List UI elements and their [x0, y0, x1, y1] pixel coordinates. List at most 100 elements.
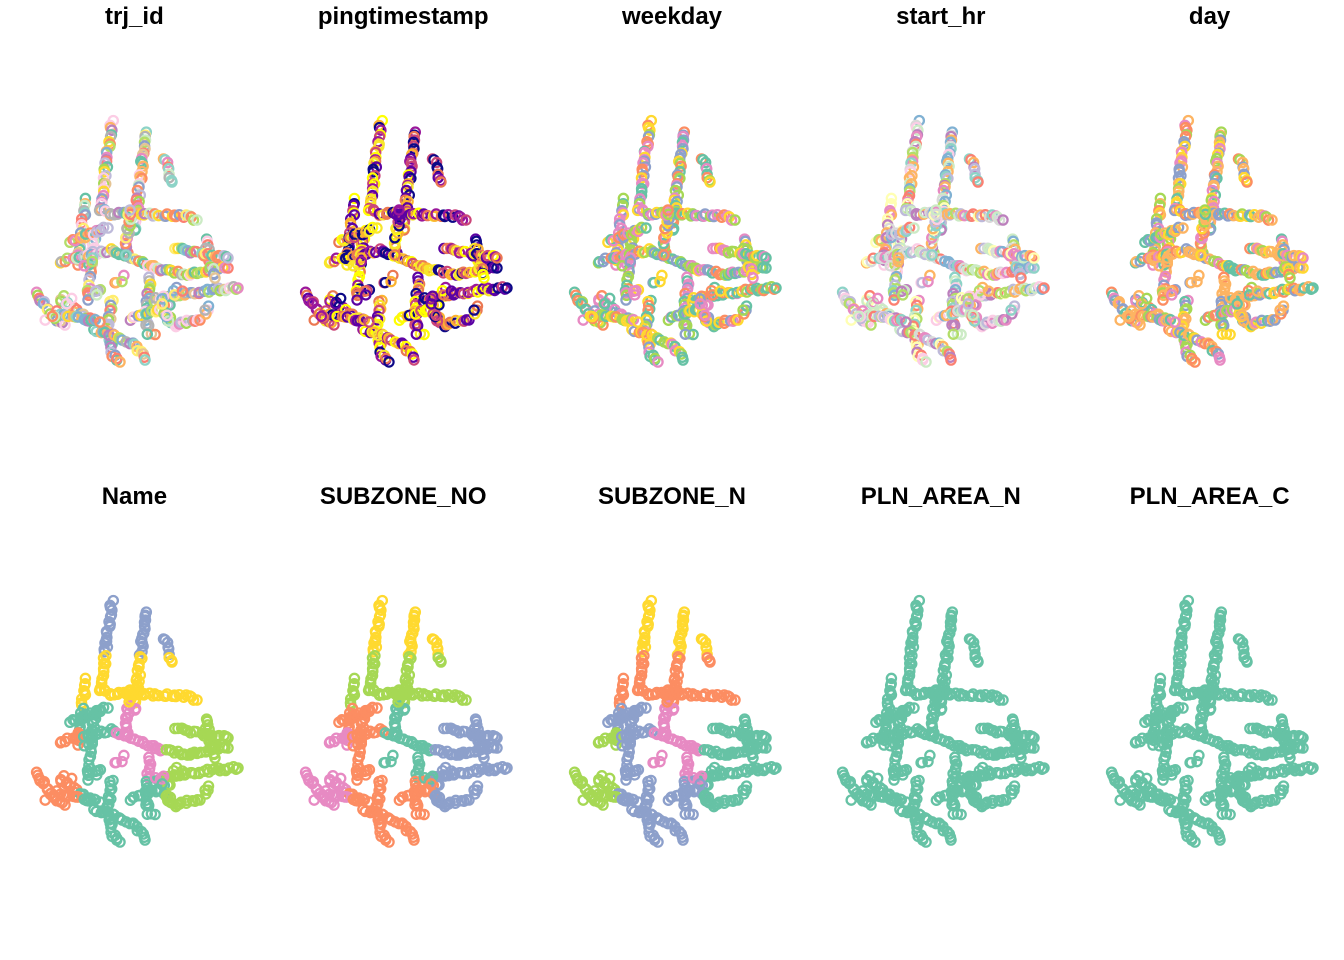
gps-point — [124, 684, 136, 696]
gps-point — [955, 808, 968, 821]
gps-point — [147, 690, 159, 702]
gps-point — [947, 328, 960, 340]
gps-point — [1269, 794, 1281, 806]
gps-point — [731, 794, 744, 806]
gps-point — [701, 299, 714, 311]
gps-point — [924, 269, 937, 282]
gps-point — [149, 328, 161, 341]
gps-point — [698, 789, 711, 802]
gps-point — [759, 252, 772, 264]
gps-point — [926, 237, 938, 250]
gps-point — [926, 249, 939, 261]
gps-point — [501, 762, 513, 774]
gps-point — [46, 790, 59, 803]
gps-point — [1209, 309, 1222, 322]
gps-point — [693, 293, 706, 305]
gps-point — [904, 172, 916, 184]
gps-point — [124, 204, 136, 216]
gps-point — [359, 769, 372, 781]
gps-point — [114, 836, 126, 848]
map-panel: Name — [0, 480, 269, 960]
gps-point — [900, 684, 912, 697]
gps-point — [468, 784, 480, 796]
gps-point — [175, 796, 187, 809]
gps-point — [1213, 616, 1226, 629]
gps-point — [1188, 728, 1201, 741]
gps-point — [209, 272, 221, 284]
gps-point — [94, 796, 106, 808]
panel-title: day — [1188, 3, 1231, 30]
gps-point — [102, 222, 114, 234]
gps-point — [1195, 249, 1207, 261]
gps-point — [631, 316, 644, 328]
gps-point — [355, 252, 367, 264]
gps-point — [853, 790, 865, 803]
gps-point — [662, 688, 674, 701]
gps-point — [983, 765, 995, 777]
gps-point — [635, 172, 647, 184]
gps-point — [904, 652, 916, 664]
point-map — [299, 114, 513, 368]
gps-point — [116, 755, 128, 768]
gps-point — [113, 728, 125, 741]
gps-point — [164, 779, 176, 791]
gps-point — [141, 328, 154, 340]
gps-point — [714, 765, 726, 777]
gps-point — [698, 309, 711, 322]
gps-point — [1028, 732, 1041, 744]
gps-point — [635, 665, 648, 678]
gps-point — [981, 796, 994, 809]
gps-point — [491, 252, 503, 264]
gps-point — [334, 292, 347, 305]
gps-point — [1173, 185, 1185, 198]
gps-point — [684, 690, 697, 702]
gps-point — [1241, 176, 1253, 188]
gps-point — [393, 204, 405, 216]
gps-point — [374, 604, 387, 616]
point-map — [299, 594, 513, 848]
gps-point — [97, 221, 110, 234]
map-panel: SUBZONE_N — [538, 480, 807, 960]
gps-point — [166, 176, 178, 188]
gps-point — [945, 354, 958, 366]
gps-point — [1231, 293, 1243, 305]
gps-point — [945, 616, 957, 629]
gps-point — [672, 309, 684, 322]
gps-point — [46, 310, 59, 323]
gps-point — [1157, 774, 1169, 786]
gps-point — [635, 652, 647, 664]
gps-point — [98, 665, 110, 678]
gps-point — [1224, 328, 1237, 341]
gps-point — [924, 749, 937, 762]
gps-point — [941, 309, 953, 322]
gps-point — [732, 266, 745, 279]
gps-point — [1266, 694, 1278, 706]
gps-point — [445, 285, 457, 297]
gps-point — [1203, 338, 1216, 351]
gps-point — [1191, 275, 1203, 288]
gps-point — [1269, 314, 1281, 326]
gps-point — [897, 289, 909, 301]
gps-point — [351, 294, 363, 306]
gps-point — [138, 616, 151, 629]
gps-point — [393, 208, 405, 220]
gps-point — [1015, 272, 1028, 284]
gps-point — [363, 796, 375, 808]
gps-point — [984, 691, 996, 703]
gps-point — [657, 237, 669, 250]
gps-point — [930, 684, 943, 696]
gps-point — [947, 808, 960, 820]
gps-point — [114, 356, 126, 368]
gps-point — [694, 298, 706, 310]
gps-point — [65, 772, 78, 785]
gps-point — [463, 266, 476, 279]
gps-point — [1121, 790, 1134, 803]
gps-point — [635, 221, 647, 234]
gps-point — [1224, 808, 1237, 821]
gps-point — [397, 338, 409, 350]
gps-point — [97, 652, 110, 664]
gps-point — [1214, 834, 1226, 846]
gps-point — [651, 728, 663, 741]
gps-point — [359, 289, 372, 301]
gps-point — [175, 316, 187, 329]
